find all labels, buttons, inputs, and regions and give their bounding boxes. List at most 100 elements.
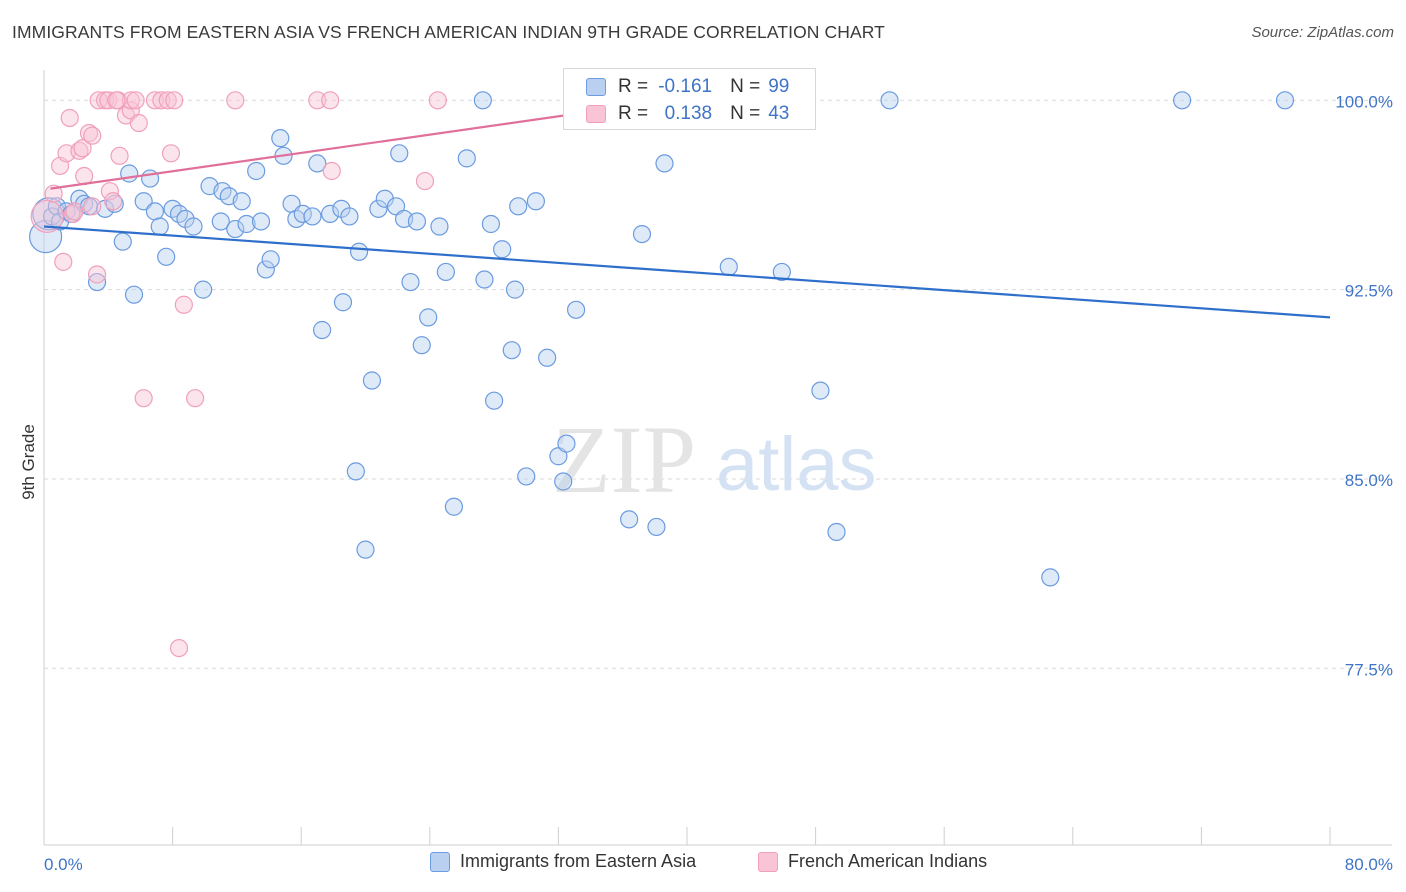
blue-point xyxy=(647,517,666,537)
blue-point xyxy=(247,161,266,181)
pink-point xyxy=(83,126,102,145)
y-axis-title: 9th Grade xyxy=(19,424,38,500)
blue-point xyxy=(120,164,139,183)
blue-point xyxy=(827,522,846,542)
blue-point xyxy=(346,462,365,481)
blue-point xyxy=(880,91,899,110)
blue-point xyxy=(401,272,420,292)
blue-trend-line xyxy=(43,225,1331,319)
stats-row-blue: R = -0.161 N = 99 xyxy=(586,73,789,100)
blue-point xyxy=(87,272,107,292)
blue-point xyxy=(256,260,275,279)
blue-swatch xyxy=(586,77,606,96)
blue-point xyxy=(340,207,359,226)
pink-point xyxy=(134,389,153,408)
legend-item-blue[interactable]: Immigrants from Eastern Asia xyxy=(430,851,696,872)
pink-point xyxy=(169,638,189,658)
pink-point xyxy=(44,184,63,203)
blue-point xyxy=(356,540,375,559)
pink-point xyxy=(87,265,107,284)
pink-point xyxy=(60,108,79,128)
blue-point xyxy=(184,217,203,236)
blue-point xyxy=(557,434,576,453)
data-points xyxy=(29,83,1295,658)
pink-point xyxy=(165,91,184,110)
blue-point xyxy=(811,381,830,400)
pink-point xyxy=(104,192,123,211)
axes xyxy=(43,70,1392,846)
axis-labels: 100.0% 92.5% 85.0% 77.5% 0.0% 80.0% xyxy=(44,92,1393,874)
pink-point xyxy=(79,124,99,143)
blue-point xyxy=(475,270,494,289)
pink-point xyxy=(89,91,108,110)
r-value-blue: -0.161 xyxy=(658,75,713,97)
legend-swatch-pink xyxy=(758,851,778,872)
blue-point xyxy=(251,212,271,231)
blue-point xyxy=(485,391,504,410)
blue-point xyxy=(113,232,132,251)
y-tick-label: 77.5% xyxy=(1345,660,1393,679)
blue-point xyxy=(509,197,528,216)
r-label-pink: R = xyxy=(618,102,649,124)
legend-item-pink[interactable]: French American Indians xyxy=(758,851,987,872)
legend-label-blue: Immigrants from Eastern Asia xyxy=(460,851,697,871)
r-label-blue: R = xyxy=(618,75,649,97)
legend-swatch-blue xyxy=(430,851,450,872)
blue-point xyxy=(412,336,431,355)
blue-point xyxy=(124,285,144,304)
pink-point xyxy=(226,91,245,110)
n-value-blue: 99 xyxy=(768,75,790,97)
n-value-pink: 43 xyxy=(768,102,790,124)
pink-point xyxy=(161,144,181,163)
blue-point xyxy=(430,217,449,236)
blue-point xyxy=(321,204,340,223)
blue-point xyxy=(312,320,332,340)
pink-point xyxy=(70,141,89,160)
pink-point xyxy=(186,389,205,408)
source-label: Source: ZipAtlas.com xyxy=(1251,24,1394,41)
pink-point xyxy=(121,91,140,110)
blue-point xyxy=(211,212,230,231)
blue-point xyxy=(517,467,536,486)
blue-point xyxy=(308,154,327,173)
x-tick-label: 0.0% xyxy=(44,855,83,874)
watermark-atlas: atlas xyxy=(716,422,877,507)
pink-point xyxy=(322,161,341,181)
stats-row-pink: R = 0.138 N = 43 xyxy=(586,100,789,127)
blue-point xyxy=(261,250,280,269)
pink-point xyxy=(308,91,327,110)
pink-point xyxy=(110,146,129,165)
pink-point xyxy=(158,91,177,110)
blue-point xyxy=(157,247,176,266)
chart-title: IMMIGRANTS FROM EASTERN ASIA VS FRENCH A… xyxy=(12,22,885,42)
blue-point xyxy=(481,214,500,234)
y-tick-label: 100.0% xyxy=(1335,92,1393,111)
pink-point xyxy=(415,171,435,191)
blue-point xyxy=(419,308,438,327)
blue-point xyxy=(194,280,213,299)
blue-point xyxy=(237,214,256,234)
blue-point xyxy=(772,262,791,282)
blue-point xyxy=(436,262,455,282)
blue-point xyxy=(349,242,369,261)
blue-point xyxy=(719,257,738,277)
blue-point xyxy=(1041,568,1060,587)
blue-point xyxy=(502,341,521,360)
blue-point xyxy=(145,202,165,221)
blue-point xyxy=(473,91,492,110)
blue-point xyxy=(1275,91,1295,110)
pink-point xyxy=(126,91,145,110)
pink-point xyxy=(54,252,73,271)
blue-point xyxy=(620,510,639,529)
pink-point xyxy=(65,202,84,221)
legend-label-pink: French American Indians xyxy=(788,851,988,871)
blue-point xyxy=(655,154,674,173)
grid-lines xyxy=(44,99,1392,669)
pink-point xyxy=(129,113,148,133)
pink-point xyxy=(100,182,120,201)
pink-point xyxy=(30,199,64,234)
blue-point xyxy=(232,192,251,211)
watermark-zip: ZIP xyxy=(552,406,696,513)
blue-point xyxy=(369,199,388,218)
